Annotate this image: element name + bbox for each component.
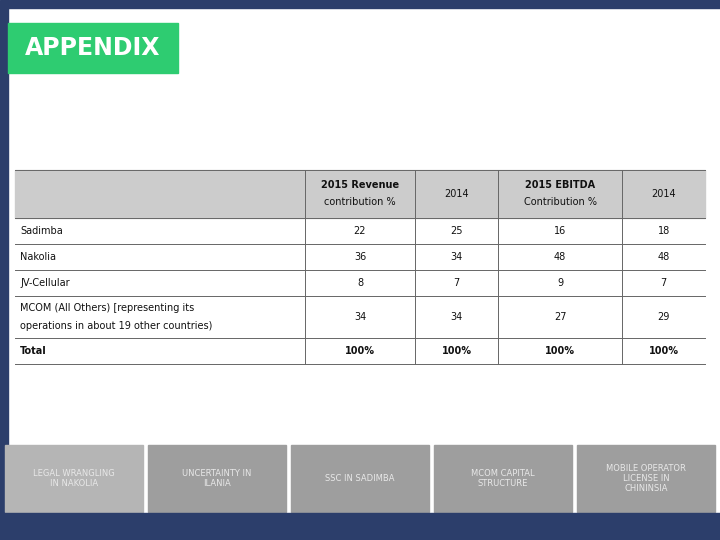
Text: 18: 18 bbox=[657, 226, 670, 236]
Text: LEGAL WRANGLING
IN NAKOLIA: LEGAL WRANGLING IN NAKOLIA bbox=[33, 469, 115, 488]
Text: Contribution %: Contribution % bbox=[523, 197, 597, 207]
Bar bbox=[0, 0, 720, 8]
Text: Nakolia: Nakolia bbox=[20, 252, 56, 262]
Text: Sadimba: Sadimba bbox=[20, 226, 63, 236]
Text: 29: 29 bbox=[657, 312, 670, 322]
Text: SSC IN SADIMBA: SSC IN SADIMBA bbox=[325, 474, 395, 483]
Text: 27: 27 bbox=[554, 312, 567, 322]
Text: 22: 22 bbox=[354, 226, 366, 236]
Text: 16: 16 bbox=[554, 226, 566, 236]
Text: 7: 7 bbox=[454, 278, 460, 288]
Text: MCOM CAPITAL
STRUCTURE: MCOM CAPITAL STRUCTURE bbox=[471, 469, 535, 488]
Text: APPENDIX: APPENDIX bbox=[25, 36, 161, 60]
Text: 34: 34 bbox=[451, 312, 463, 322]
Text: 34: 34 bbox=[354, 312, 366, 322]
Text: MOBILE OPERATOR
LICENSE IN
CHININSIA: MOBILE OPERATOR LICENSE IN CHININSIA bbox=[606, 464, 686, 494]
Text: 100%: 100% bbox=[545, 346, 575, 356]
Bar bbox=[0, 513, 720, 540]
Text: 2015 Revenue: 2015 Revenue bbox=[321, 180, 399, 190]
Text: contribution %: contribution % bbox=[324, 197, 396, 207]
Bar bbox=[8, 23, 178, 73]
Bar bbox=[0, 8, 8, 540]
Text: 2015 EBITDA: 2015 EBITDA bbox=[525, 180, 595, 190]
Bar bbox=[577, 445, 715, 512]
Text: 100%: 100% bbox=[649, 346, 679, 356]
Text: MCOM (All Others) [representing its: MCOM (All Others) [representing its bbox=[20, 303, 194, 313]
Text: 100%: 100% bbox=[345, 346, 375, 356]
Text: 34: 34 bbox=[451, 252, 463, 262]
Text: 36: 36 bbox=[354, 252, 366, 262]
Text: 2014: 2014 bbox=[444, 189, 469, 199]
Text: JV-Cellular: JV-Cellular bbox=[20, 278, 70, 288]
Text: 2014: 2014 bbox=[652, 189, 676, 199]
Text: 9: 9 bbox=[557, 278, 563, 288]
Text: 8: 8 bbox=[357, 278, 363, 288]
Text: operations in about 19 other countries): operations in about 19 other countries) bbox=[20, 321, 212, 331]
Text: 25: 25 bbox=[450, 226, 463, 236]
Text: 48: 48 bbox=[554, 252, 566, 262]
Bar bbox=[15, 170, 705, 218]
Bar bbox=[5, 445, 143, 512]
Text: 48: 48 bbox=[657, 252, 670, 262]
Bar bbox=[434, 445, 572, 512]
Text: 7: 7 bbox=[660, 278, 667, 288]
Text: Total: Total bbox=[20, 346, 47, 356]
Text: UNCERTAINTY IN
ILANIA: UNCERTAINTY IN ILANIA bbox=[182, 469, 252, 488]
Bar bbox=[148, 445, 286, 512]
Text: 100%: 100% bbox=[441, 346, 472, 356]
Bar bbox=[291, 445, 429, 512]
